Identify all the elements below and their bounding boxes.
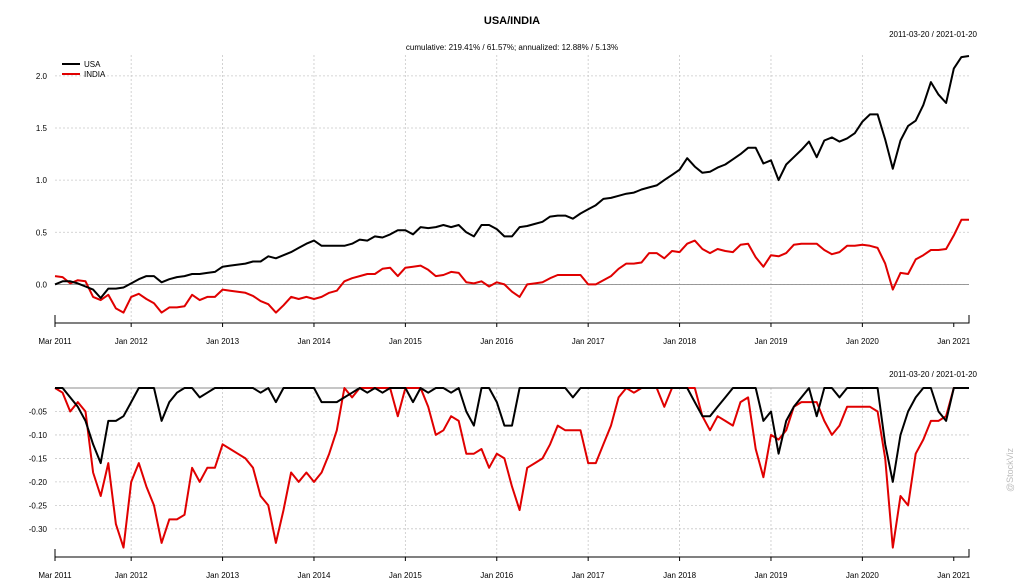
legend-label-usa: USA — [84, 60, 101, 69]
bottom-x-tick-label: Jan 2012 — [115, 571, 148, 580]
watermark: @StockViz — [1005, 448, 1015, 492]
top-series-usa — [54, 55, 970, 299]
chart-title: USA/INDIA — [484, 15, 540, 27]
bottom-x-tick-label: Mar 2011 — [38, 571, 72, 580]
top-x-tick-label: Jan 2018 — [663, 337, 696, 346]
bottom-y-tick-label: -0.05 — [29, 407, 48, 416]
top-x-tick-label: Jan 2013 — [206, 337, 239, 346]
bottom-x-tick-label: Jan 2018 — [663, 571, 696, 580]
top-y-tick-label: 1.5 — [36, 124, 48, 133]
top-y-tick-label: 2.0 — [36, 72, 48, 81]
bottom-date-range: 2011-03-20 / 2021-01-20 — [889, 370, 977, 379]
top-x-tick-label: Jan 2016 — [480, 337, 513, 346]
bottom-y-tick-label: -0.10 — [29, 431, 48, 440]
top-y-tick-label: 1.0 — [36, 176, 48, 185]
top-x-tick-label: Jan 2017 — [572, 337, 605, 346]
bottom-x-tick-label: Jan 2015 — [389, 571, 422, 580]
bottom-x-tick-label: Jan 2016 — [480, 571, 513, 580]
top-x-tick-label: Jan 2021 — [937, 337, 970, 346]
top-series-india — [54, 218, 969, 314]
top-panel: 0.0 0.5 1.0 1.5 2.0 Mar 2011 Jan 2012 Jan 2013 J… — [36, 55, 971, 346]
bottom-x-tick-label: Jan 2017 — [572, 571, 605, 580]
bottom-x-tick-label: Jan 2019 — [755, 571, 788, 580]
top-x-tick-label: Jan 2019 — [755, 337, 788, 346]
top-x-tick-label: Jan 2015 — [389, 337, 422, 346]
bottom-y-tick-label: -0.30 — [29, 525, 48, 534]
bottom-x-tick-label: Jan 2013 — [206, 571, 239, 580]
top-x-tick-label: Jan 2012 — [115, 337, 148, 346]
bottom-y-tick-label: -0.15 — [29, 454, 48, 463]
bottom-series-usa — [55, 387, 969, 483]
bottom-x-tick-label: Jan 2014 — [298, 571, 331, 580]
top-x-tick-label: Mar 2011 — [38, 337, 72, 346]
top-x-tick-label: Jan 2014 — [298, 337, 331, 346]
bottom-series-india — [54, 387, 969, 549]
bottom-x-tick-label: Jan 2021 — [937, 571, 970, 580]
top-date-range: 2011-03-20 / 2021-01-20 — [889, 30, 977, 39]
bottom-y-tick-label: -0.25 — [29, 501, 48, 510]
top-y-tick-label: 0.0 — [36, 280, 48, 289]
legend-label-india: INDIA — [84, 70, 106, 79]
top-y-tick-label: 0.5 — [36, 228, 48, 237]
bottom-y-tick-label: -0.20 — [29, 478, 48, 487]
bottom-panel: -0.05 -0.10 -0.15 -0.20 -0.25 -0.30 Mar 2011 Ja… — [29, 387, 971, 580]
bottom-x-tick-label: Jan 2020 — [846, 571, 879, 580]
top-x-tick-label: Jan 2020 — [846, 337, 879, 346]
chart-subtitle: cumulative: 219.41% / 61.57%; annualized… — [406, 43, 618, 52]
